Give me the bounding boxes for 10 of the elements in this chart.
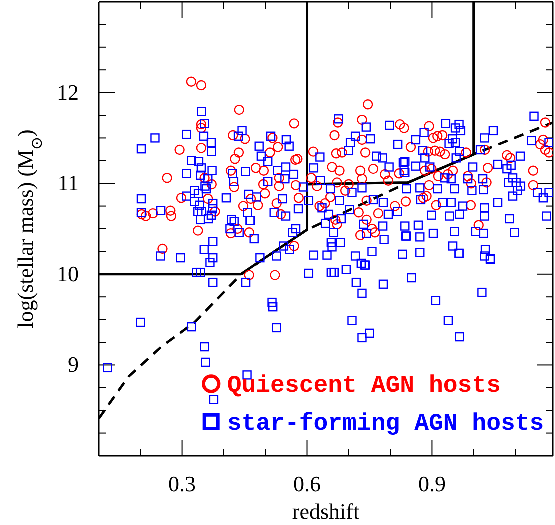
y-tick-label: 10 <box>57 261 79 286</box>
x-tick-label: 0.6 <box>294 472 322 497</box>
legend-label: Quiescent AGN hosts <box>227 373 501 400</box>
y-tick-label: 11 <box>58 170 79 196</box>
y-tick-label: 12 <box>57 80 79 105</box>
x-tick-label: 0.9 <box>418 472 446 497</box>
y-tick-label: 9 <box>68 352 79 378</box>
x-tick-label: 0.3 <box>168 472 196 497</box>
x-axis-title: redshift <box>292 499 360 524</box>
legend-label: star-forming AGN hosts <box>227 411 544 438</box>
